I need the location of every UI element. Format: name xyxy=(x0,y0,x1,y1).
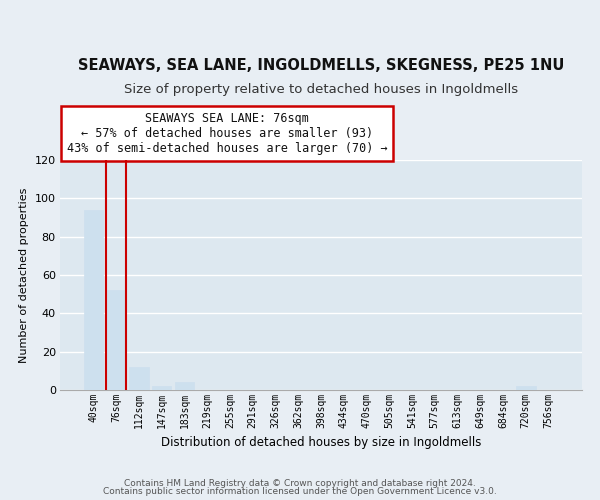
X-axis label: Distribution of detached houses by size in Ingoldmells: Distribution of detached houses by size … xyxy=(161,436,481,450)
Text: SEAWAYS SEA LANE: 76sqm
← 57% of detached houses are smaller (93)
43% of semi-de: SEAWAYS SEA LANE: 76sqm ← 57% of detache… xyxy=(67,112,388,156)
Bar xyxy=(129,367,149,390)
Text: Size of property relative to detached houses in Ingoldmells: Size of property relative to detached ho… xyxy=(124,82,518,96)
Bar xyxy=(175,382,194,390)
Bar xyxy=(84,210,103,390)
Bar xyxy=(516,386,536,390)
Text: Contains HM Land Registry data © Crown copyright and database right 2024.: Contains HM Land Registry data © Crown c… xyxy=(124,478,476,488)
Bar xyxy=(152,386,172,390)
Y-axis label: Number of detached properties: Number of detached properties xyxy=(19,188,29,362)
Bar xyxy=(106,290,126,390)
Text: Contains public sector information licensed under the Open Government Licence v3: Contains public sector information licen… xyxy=(103,487,497,496)
Text: SEAWAYS, SEA LANE, INGOLDMELLS, SKEGNESS, PE25 1NU: SEAWAYS, SEA LANE, INGOLDMELLS, SKEGNESS… xyxy=(78,58,564,72)
